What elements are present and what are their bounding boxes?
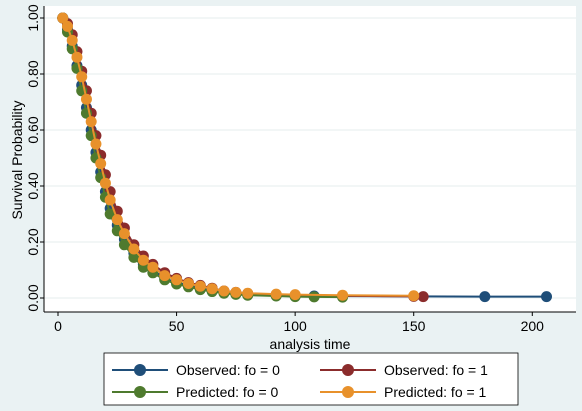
legend-swatch-marker bbox=[342, 386, 354, 398]
legend-item: Predicted: fo = 1 bbox=[320, 384, 487, 400]
axes: 0.00 0.20 0.40 0.60 0.80 1.00 0 50 100 150 200 bbox=[25, 4, 576, 334]
data-point bbox=[118, 239, 130, 251]
x-tick-label: 50 bbox=[169, 318, 185, 334]
data-point bbox=[128, 251, 140, 263]
data-point bbox=[147, 261, 159, 273]
data-point bbox=[137, 254, 149, 266]
data-point bbox=[194, 280, 206, 292]
data-point bbox=[66, 34, 78, 46]
data-point bbox=[118, 228, 130, 240]
x-tick-label: 200 bbox=[521, 318, 545, 334]
legend-label: Observed: fo = 1 bbox=[384, 362, 488, 378]
legend-label: Predicted: fo = 1 bbox=[384, 384, 487, 400]
x-tick-label: 150 bbox=[402, 318, 426, 334]
data-point bbox=[76, 71, 88, 83]
y-tick-label: 0.40 bbox=[25, 172, 41, 199]
x-axis-label: analysis time bbox=[270, 336, 351, 352]
data-point bbox=[159, 270, 171, 282]
x-tick-label: 100 bbox=[283, 318, 307, 334]
legend-label: Observed: fo = 0 bbox=[176, 362, 280, 378]
data-point bbox=[218, 285, 230, 297]
data-point bbox=[230, 286, 242, 298]
data-point bbox=[85, 116, 97, 128]
series-predicted-fo-1 bbox=[57, 12, 420, 302]
data-point bbox=[308, 291, 320, 303]
y-tick-label: 1.00 bbox=[25, 4, 41, 31]
legend: Observed: fo = 0 Observed: fo = 1 Predicte… bbox=[103, 352, 519, 406]
data-point bbox=[71, 51, 83, 63]
data-point bbox=[289, 289, 301, 301]
data-point bbox=[417, 291, 429, 303]
data-point bbox=[128, 243, 140, 255]
legend-swatch-marker bbox=[134, 364, 146, 376]
data-point bbox=[242, 287, 254, 299]
legend-swatch-marker bbox=[134, 386, 146, 398]
data-point bbox=[95, 158, 107, 170]
legend-item: Observed: fo = 0 bbox=[112, 362, 280, 378]
data-point bbox=[206, 283, 218, 295]
data-point bbox=[80, 93, 92, 105]
y-tick-label: 0.20 bbox=[25, 228, 41, 255]
data-point bbox=[171, 274, 183, 286]
y-tick-label: 0.60 bbox=[25, 116, 41, 143]
series-line bbox=[61, 17, 414, 297]
data-point bbox=[337, 289, 349, 301]
data-point bbox=[408, 290, 420, 302]
legend-label: Predicted: fo = 0 bbox=[176, 384, 279, 400]
y-tick-label: 0.80 bbox=[25, 60, 41, 87]
data-point bbox=[182, 277, 194, 289]
x-tick-label: 0 bbox=[54, 318, 62, 334]
legend-item: Observed: fo = 1 bbox=[320, 362, 488, 378]
data-point bbox=[541, 291, 553, 303]
data-point bbox=[61, 20, 73, 32]
y-axis-label: Survival Probability bbox=[9, 100, 25, 219]
y-tick-label: 0.00 bbox=[25, 284, 41, 311]
data-point bbox=[479, 291, 491, 303]
data-point bbox=[270, 288, 282, 300]
data-point bbox=[104, 194, 116, 206]
data-point bbox=[57, 12, 69, 24]
series-layer bbox=[57, 12, 553, 303]
data-point bbox=[99, 177, 111, 189]
legend-item: Predicted: fo = 0 bbox=[112, 384, 279, 400]
data-point bbox=[90, 138, 102, 150]
plot-area bbox=[44, 6, 576, 312]
legend-swatch-marker bbox=[342, 364, 354, 376]
data-point bbox=[111, 214, 123, 226]
legend-box bbox=[103, 352, 519, 406]
